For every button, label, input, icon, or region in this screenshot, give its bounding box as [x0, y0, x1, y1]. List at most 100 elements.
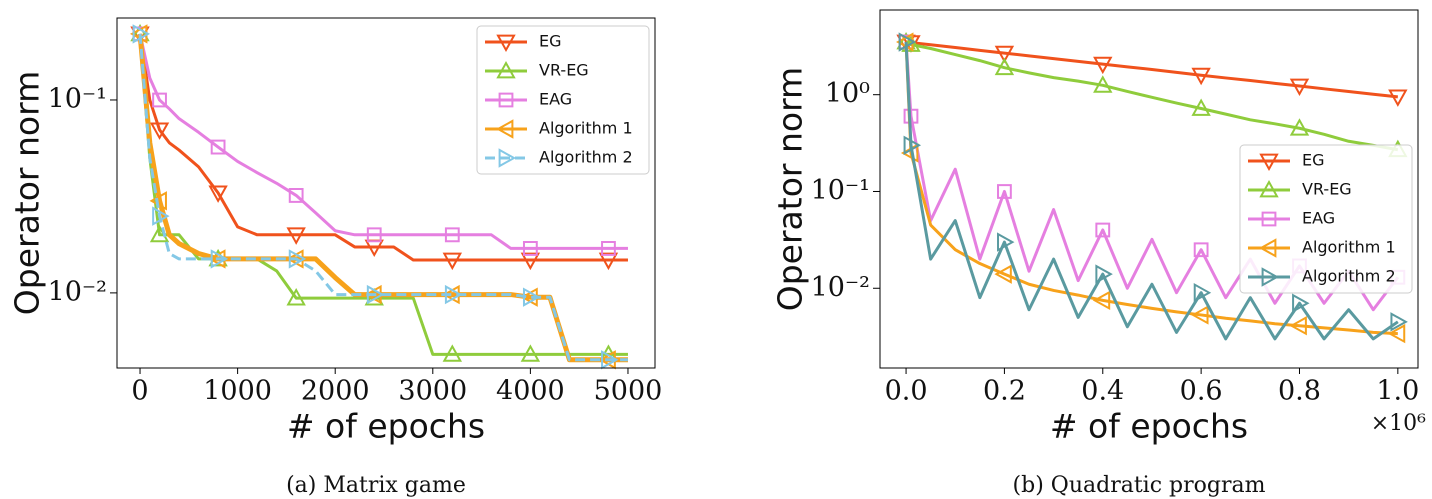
series-marker — [520, 252, 541, 271]
series-marker — [366, 227, 382, 243]
y-tick-label: 10⁰ — [825, 78, 870, 109]
x-tick-label: 4000 — [496, 376, 565, 407]
series-line — [905, 40, 1398, 99]
series-marker — [288, 249, 307, 269]
series-marker — [152, 92, 167, 108]
legend-marker — [1259, 153, 1279, 172]
x-tick-label: 1000 — [203, 376, 272, 407]
series-marker — [288, 188, 304, 203]
series-marker — [1289, 78, 1310, 97]
legend-label: EAG — [539, 90, 572, 109]
series-marker — [286, 288, 306, 306]
series-marker — [903, 135, 922, 155]
series-marker — [997, 184, 1012, 199]
series-marker — [444, 284, 463, 305]
legend-label: Algorithm 1 — [539, 119, 633, 138]
series-marker — [442, 344, 463, 362]
legend-marker — [1261, 267, 1280, 287]
series-line — [138, 33, 628, 262]
series-marker — [994, 264, 1012, 284]
series-marker — [152, 206, 170, 226]
series-marker — [1191, 98, 1211, 116]
legend-label: Algorithm 2 — [539, 148, 633, 167]
legend: EG VR-EG EAG Algorithm 1 Algorithm 2 — [476, 25, 650, 175]
series-marker — [994, 57, 1015, 76]
x-multiplier: ×10⁶ — [1371, 411, 1426, 436]
series-line — [905, 40, 1399, 152]
legend-label: EAG — [1302, 209, 1335, 228]
x-tick-label: 0.4 — [1081, 376, 1124, 407]
series-marker — [1289, 316, 1307, 336]
legend-marker — [498, 92, 514, 108]
series-marker — [210, 139, 226, 155]
series-marker — [1289, 118, 1310, 136]
legend-label: EG — [1302, 151, 1325, 170]
series-marker — [1387, 323, 1406, 344]
series-marker — [520, 344, 541, 362]
series-marker — [210, 249, 229, 269]
series-marker — [522, 241, 538, 256]
series-marker — [601, 241, 616, 256]
series-marker — [598, 252, 619, 271]
series-marker — [1193, 242, 1209, 258]
series-marker — [132, 24, 151, 44]
legend-marker — [498, 148, 517, 168]
legend-box — [476, 25, 650, 175]
x-tick-label: 2000 — [301, 376, 370, 407]
series-marker — [997, 232, 1015, 252]
caption: (a) Matrix game — [286, 473, 466, 498]
legend-label: VR-EG — [539, 61, 589, 80]
x-tick-label: 0.2 — [983, 376, 1026, 407]
series-marker — [208, 185, 228, 203]
x-tick-label: 5000 — [594, 376, 663, 407]
series-line — [138, 33, 628, 250]
y-axis-label: Operator norm — [771, 67, 810, 311]
series-marker — [1292, 293, 1310, 313]
series-marker — [1095, 264, 1113, 284]
legend: EG VR-EG EAG Algorithm 1 Algorithm 2 — [1239, 144, 1413, 294]
series-marker — [1193, 282, 1212, 303]
series-marker — [522, 287, 541, 307]
legend-label: Algorithm 1 — [1302, 238, 1396, 257]
series-marker — [898, 32, 917, 52]
x-axis-label: # of epochs — [287, 407, 485, 446]
legend-box — [1239, 144, 1413, 294]
legend-marker — [495, 119, 514, 139]
series-marker — [1093, 75, 1113, 93]
caption: (b) Quadratic program — [1013, 473, 1266, 498]
legend-marker — [1258, 238, 1277, 258]
y-axis-label: Operator norm — [8, 71, 47, 315]
series-marker — [149, 122, 170, 140]
legend-marker — [1261, 211, 1277, 227]
y-tick-label: 10⁻¹ — [48, 83, 107, 114]
series-marker — [1095, 222, 1111, 238]
series-marker — [1388, 89, 1408, 107]
series-line — [904, 41, 1399, 341]
subplot: 0 1000 2000 3000 4000 5000 10⁻¹ 10⁻² # of epochs… — [8, 17, 663, 498]
legend-label: EG — [539, 32, 562, 51]
series-marker — [1191, 67, 1211, 86]
legend-marker — [496, 34, 516, 53]
legend-marker — [496, 60, 516, 79]
series-marker — [903, 108, 919, 124]
series-marker — [1390, 312, 1408, 332]
x-tick-label: 0.0 — [885, 376, 928, 407]
series-marker — [366, 284, 385, 305]
series-marker — [1092, 290, 1111, 311]
plot-frame — [879, 9, 1419, 369]
legend-label: Algorithm 2 — [1302, 267, 1396, 286]
x-axis-label: # of epochs — [1050, 407, 1248, 446]
x-tick-label: 0 — [131, 376, 148, 407]
series-marker — [994, 45, 1015, 64]
series-marker — [601, 350, 619, 370]
y-tick-label: 10⁻¹ — [811, 175, 870, 206]
legend-label: VR-EG — [1302, 180, 1352, 199]
y-tick-label: 10⁻² — [48, 276, 107, 307]
x-tick-label: 1.0 — [1376, 376, 1419, 407]
series-marker — [286, 227, 306, 245]
subplot: 0.0 0.2 0.4 0.6 0.8 1.0 10⁰ 10⁻¹ 10⁻² # of epochs… — [771, 9, 1426, 498]
x-tick-label: 0.8 — [1278, 376, 1321, 407]
plot-frame — [116, 17, 656, 369]
series-marker — [1093, 56, 1113, 75]
